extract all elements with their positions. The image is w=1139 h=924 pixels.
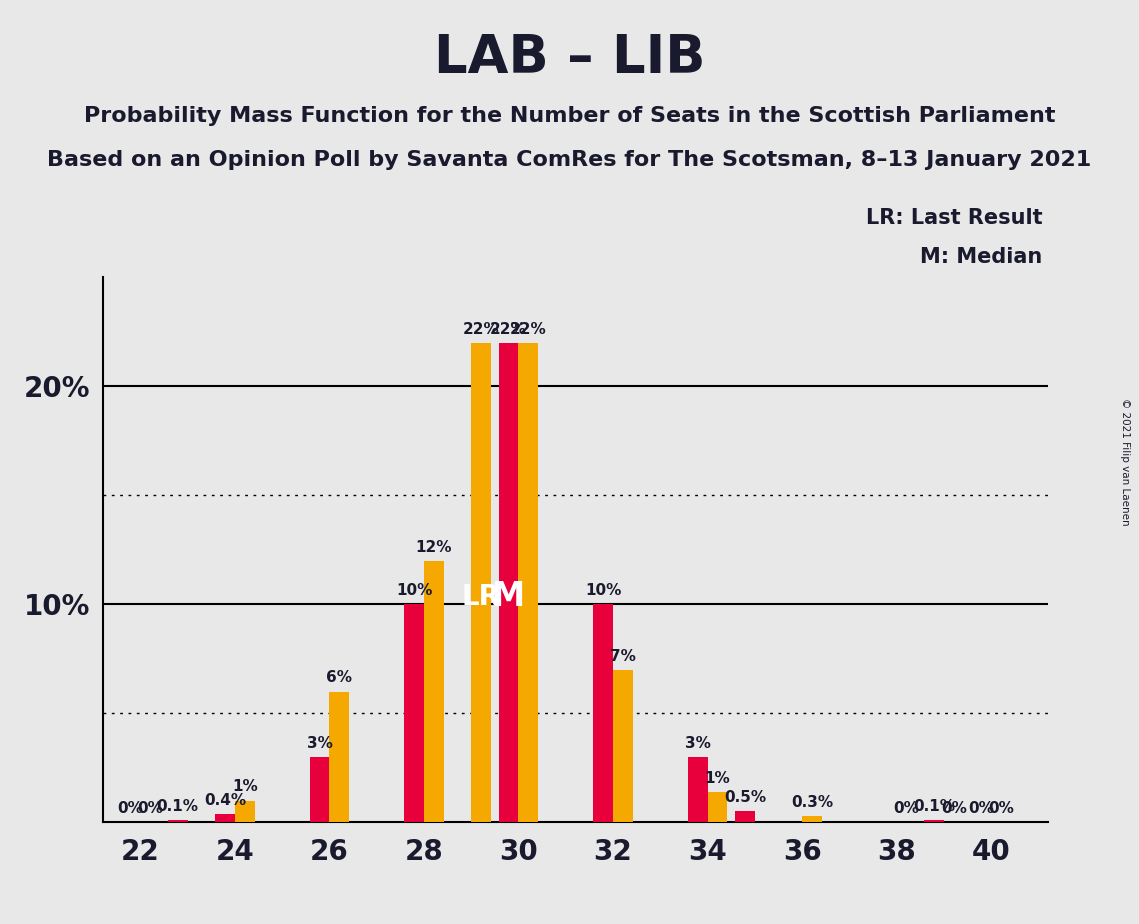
Text: M: M bbox=[492, 580, 525, 614]
Bar bbox=[167, 821, 188, 822]
Text: 0%: 0% bbox=[968, 801, 994, 816]
Text: 22%: 22% bbox=[510, 322, 547, 336]
Bar bbox=[424, 561, 444, 822]
Text: 0%: 0% bbox=[989, 801, 1014, 816]
Text: LR: LR bbox=[461, 583, 501, 611]
Text: 0.5%: 0.5% bbox=[723, 790, 765, 806]
Bar bbox=[329, 691, 350, 822]
Text: 0%: 0% bbox=[941, 801, 967, 816]
Text: 0.1%: 0.1% bbox=[157, 799, 198, 814]
Text: 3%: 3% bbox=[306, 736, 333, 751]
Text: 7%: 7% bbox=[611, 649, 636, 663]
Text: 0.4%: 0.4% bbox=[204, 793, 246, 808]
Text: 12%: 12% bbox=[416, 540, 452, 554]
Bar bbox=[404, 604, 424, 822]
Text: 22%: 22% bbox=[490, 322, 527, 336]
Text: © 2021 Filip van Laenen: © 2021 Filip van Laenen bbox=[1121, 398, 1130, 526]
Text: LAB – LIB: LAB – LIB bbox=[434, 32, 705, 84]
Bar bbox=[802, 816, 822, 822]
Bar bbox=[499, 343, 518, 822]
Bar bbox=[215, 814, 235, 822]
Bar bbox=[924, 821, 944, 822]
Text: 0%: 0% bbox=[138, 801, 163, 816]
Bar bbox=[235, 800, 255, 822]
Text: 6%: 6% bbox=[327, 671, 352, 686]
Text: 22%: 22% bbox=[462, 322, 500, 336]
Text: Probability Mass Function for the Number of Seats in the Scottish Parliament: Probability Mass Function for the Number… bbox=[84, 106, 1055, 127]
Bar bbox=[518, 343, 539, 822]
Text: 1%: 1% bbox=[232, 780, 257, 795]
Text: LR: Last Result: LR: Last Result bbox=[866, 208, 1042, 228]
Bar bbox=[472, 343, 491, 822]
Bar bbox=[613, 670, 633, 822]
Text: 10%: 10% bbox=[585, 583, 621, 598]
Bar bbox=[688, 757, 707, 822]
Bar bbox=[310, 757, 329, 822]
Text: 1%: 1% bbox=[705, 771, 730, 785]
Bar bbox=[707, 792, 728, 822]
Text: 0%: 0% bbox=[894, 801, 919, 816]
Bar bbox=[735, 811, 755, 822]
Text: Based on an Opinion Poll by Savanta ComRes for The Scotsman, 8–13 January 2021: Based on an Opinion Poll by Savanta ComR… bbox=[48, 150, 1091, 170]
Text: M: Median: M: Median bbox=[920, 247, 1042, 267]
Bar bbox=[593, 604, 613, 822]
Text: 0.1%: 0.1% bbox=[913, 799, 954, 814]
Text: 3%: 3% bbox=[685, 736, 711, 751]
Text: 0%: 0% bbox=[117, 801, 144, 816]
Text: 10%: 10% bbox=[396, 583, 432, 598]
Text: 0.3%: 0.3% bbox=[790, 795, 833, 809]
